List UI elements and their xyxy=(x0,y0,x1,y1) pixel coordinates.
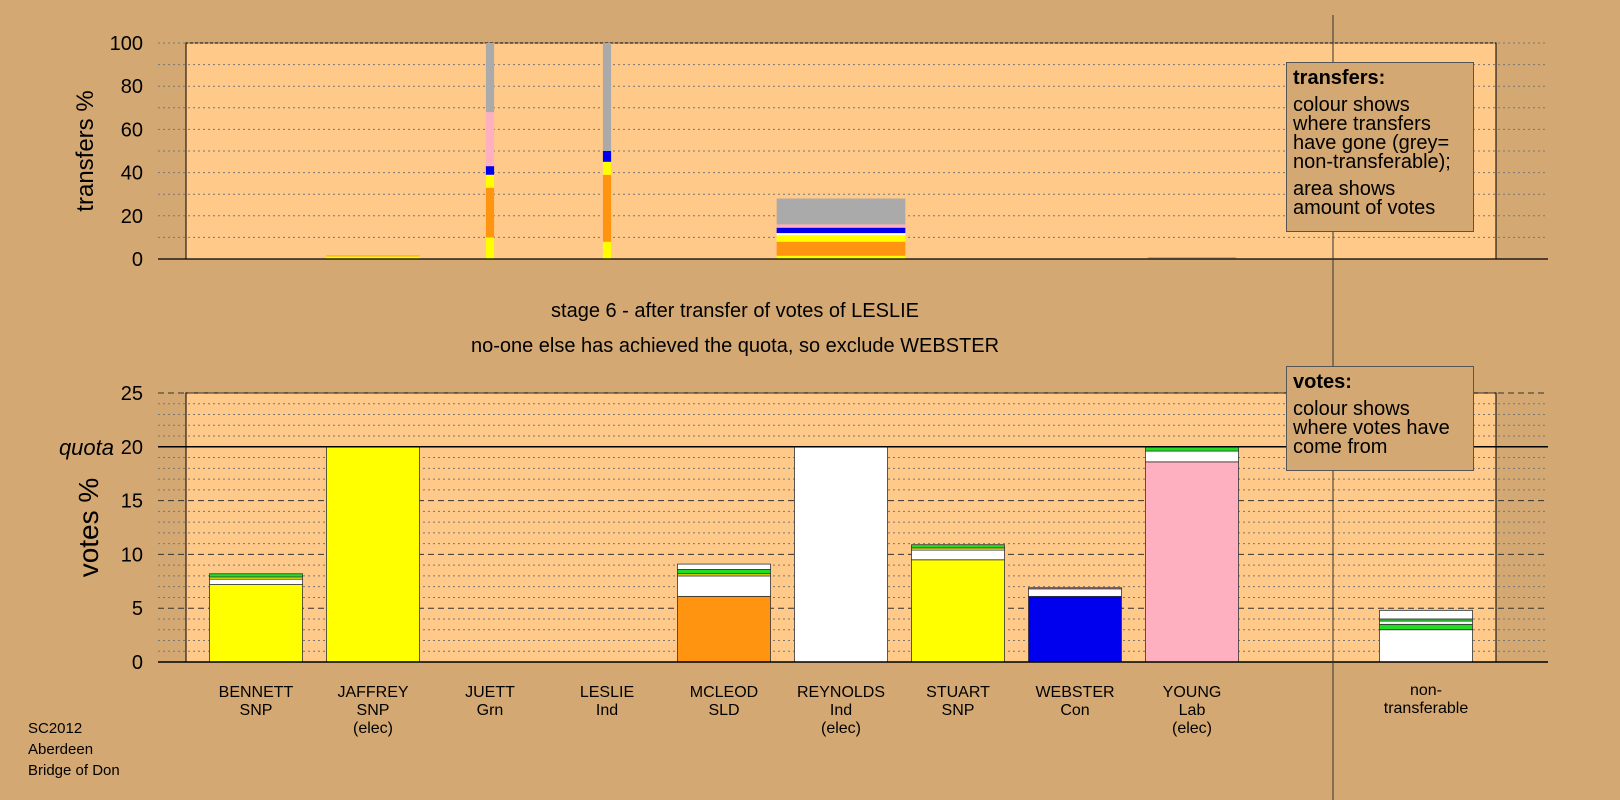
stage-title: stage 6 - after transfer of votes of LES… xyxy=(551,300,919,322)
legend-votes: votes: colour shows where votes have com… xyxy=(1286,366,1474,471)
vote-bar-segment xyxy=(911,559,1005,663)
candidate-status-label: (elec) xyxy=(1172,720,1212,737)
legend-transfers: transfers: colour shows where transfers … xyxy=(1286,62,1474,232)
vote-bar-segment xyxy=(677,575,771,597)
candidate-name-label: LESLIE xyxy=(580,684,634,701)
transfer-bar-segment xyxy=(776,235,906,242)
transfer-bar-segment xyxy=(602,241,612,259)
votes-y-tick-label: 5 xyxy=(132,598,143,620)
transfer-bar-segment xyxy=(326,256,420,259)
vote-bar-segment xyxy=(911,544,1005,549)
votes-y-tick-label: 25 xyxy=(121,383,143,405)
transfer-bar-segment xyxy=(485,174,495,188)
candidate-name-label: STUART xyxy=(926,684,990,701)
legend-votes-text: colour shows where votes have come from xyxy=(1293,398,1450,458)
votes-y-tick-label: 10 xyxy=(121,544,143,566)
vote-bar-segment xyxy=(1379,629,1473,663)
legend-votes-title: votes: xyxy=(1293,371,1352,393)
candidate-party-label: SNP xyxy=(240,702,273,719)
transfer-bar-segment xyxy=(485,187,495,238)
vote-bar-segment xyxy=(1379,620,1473,625)
transfer-bar-segment xyxy=(326,255,420,257)
vote-bar-segment xyxy=(1028,595,1122,663)
vote-bar-segment xyxy=(1379,609,1473,620)
candidate-party-label: SNP xyxy=(357,702,390,719)
vote-bar-segment xyxy=(794,446,888,663)
vote-bar-segment xyxy=(677,563,771,570)
candidate-party-label: Ind xyxy=(830,702,852,719)
candidate-party-label: Grn xyxy=(477,702,504,719)
candidate-party-label: Con xyxy=(1060,702,1089,719)
vote-bar-segment xyxy=(1145,450,1239,463)
candidate-name-label: JUETT xyxy=(465,684,515,701)
candidate-party-label: SLD xyxy=(708,702,739,719)
vote-bar-segment xyxy=(1145,461,1239,663)
transfer-bar-segment xyxy=(602,43,612,151)
footer-election: SC2012 xyxy=(28,720,83,737)
candidate-status-label: (elec) xyxy=(821,720,861,737)
nontransferable-label: transferable xyxy=(1384,700,1469,717)
transfer-bar-segment xyxy=(602,174,612,242)
transfers-y-tick-label: 60 xyxy=(121,119,143,141)
transfer-bar-segment xyxy=(776,227,906,234)
vote-bar-segment xyxy=(677,569,771,575)
candidate-party-label: SNP xyxy=(942,702,975,719)
candidate-name-label: REYNOLDS xyxy=(797,684,885,701)
vote-bar-segment xyxy=(677,595,771,663)
transfers-y-tick-label: 80 xyxy=(121,76,143,98)
footer-ward: Bridge of Don xyxy=(28,762,120,779)
candidate-party-label: Lab xyxy=(1179,702,1206,719)
transfer-bar-segment xyxy=(602,161,612,175)
legend-transfers-text2: area shows amount of votes xyxy=(1293,178,1436,219)
vote-bar-segment xyxy=(1028,588,1122,597)
transfer-bar-segment xyxy=(776,255,906,259)
candidate-name-label: MCLEOD xyxy=(690,684,758,701)
legend-transfers-text1: colour shows where transfers have gone (… xyxy=(1293,94,1451,173)
transfer-bar-segment xyxy=(776,241,906,256)
quota-label: quota xyxy=(59,435,114,460)
votes-y-tick-label: 20 xyxy=(121,437,143,459)
transfers-y-tick-label: 40 xyxy=(121,163,143,185)
votes-y-tick-label: 15 xyxy=(121,491,143,513)
transfers-y-tick-label: 100 xyxy=(110,33,143,55)
candidate-name-label: WEBSTER xyxy=(1035,684,1114,701)
stage-subtitle: no-one else has achieved the quota, so e… xyxy=(470,335,1000,357)
candidate-party-label: Ind xyxy=(596,702,618,719)
vote-bar-segment xyxy=(1379,623,1473,631)
transfer-bar-segment xyxy=(1148,257,1236,259)
transfer-bar-segment xyxy=(485,43,495,113)
candidate-name-label: YOUNG xyxy=(1163,684,1222,701)
candidate-name-label: JAFFREY xyxy=(337,684,408,701)
candidate-status-label: (elec) xyxy=(353,720,393,737)
transfer-bar-segment xyxy=(602,151,612,162)
transfer-bar-segment xyxy=(776,198,906,225)
transfer-bar-segment xyxy=(485,237,495,259)
transfer-bar-segment xyxy=(776,233,906,236)
footer: SC2012 Aberdeen Bridge of Don xyxy=(28,718,120,781)
vote-bar-segment xyxy=(326,446,420,663)
vote-bar-segment xyxy=(209,584,303,663)
transfers-y-tick-label: 20 xyxy=(121,206,143,228)
votes-y-axis-label: votes % xyxy=(73,478,104,578)
vote-bar-segment xyxy=(209,578,303,585)
footer-council: Aberdeen xyxy=(28,741,94,758)
vote-bar-segment xyxy=(1028,587,1122,590)
transfer-bar-segment xyxy=(776,224,906,228)
transfer-bar-segment xyxy=(485,166,495,175)
vote-bar-segment xyxy=(911,549,1005,561)
candidate-name-label: BENNETT xyxy=(219,684,294,701)
vote-bar-segment xyxy=(209,573,303,578)
votes-y-tick-label: 0 xyxy=(132,652,143,674)
transfer-bar-segment xyxy=(485,112,495,167)
transfers-y-tick-label: 0 xyxy=(132,249,143,271)
legend-transfers-title: transfers: xyxy=(1293,67,1386,89)
nontransferable-label: non- xyxy=(1410,682,1442,699)
transfers-y-axis-label: transfers % xyxy=(72,90,99,211)
